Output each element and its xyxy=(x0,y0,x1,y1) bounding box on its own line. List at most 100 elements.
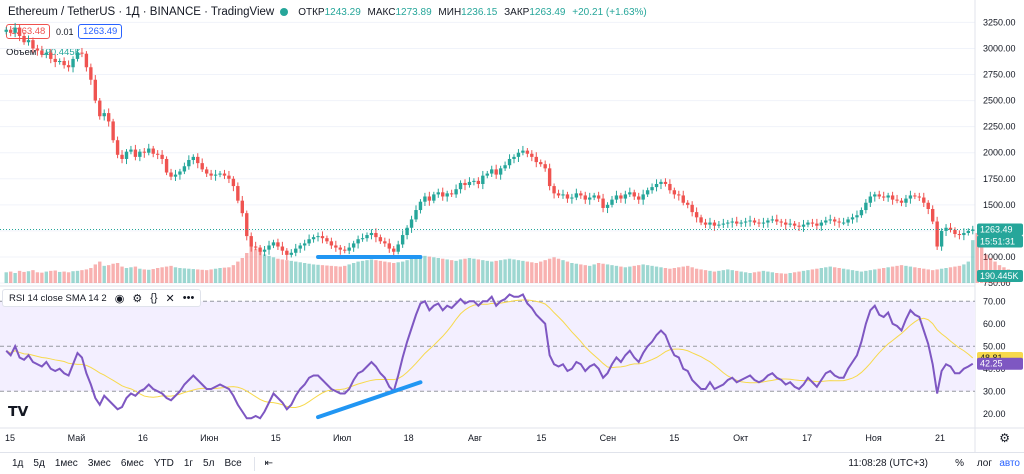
volume-bar xyxy=(245,253,249,283)
candle-body xyxy=(730,221,734,223)
volume-bar xyxy=(369,259,374,283)
ask-price-button[interactable]: 1263.49 xyxy=(78,24,123,39)
volume-bar xyxy=(400,261,405,283)
range-5y[interactable]: 5л xyxy=(203,458,215,469)
date-range-icon[interactable]: ⇤ xyxy=(264,458,274,469)
candle-body xyxy=(449,193,454,195)
candle-body xyxy=(886,195,890,198)
candle-body xyxy=(930,208,935,222)
candle-body xyxy=(735,221,739,224)
volume-bar xyxy=(124,268,129,283)
volume-bar xyxy=(614,265,619,283)
candle-body xyxy=(953,229,957,235)
range-1d[interactable]: 1д xyxy=(12,458,24,469)
braces-icon[interactable]: {} xyxy=(150,292,158,304)
volume-bar xyxy=(855,270,859,283)
volume-bar xyxy=(66,272,71,283)
candle-body xyxy=(49,52,53,59)
low-label: МИН xyxy=(438,6,462,18)
candle-body xyxy=(106,113,111,122)
volume-bar xyxy=(721,270,726,283)
volume-bar xyxy=(432,257,436,283)
symbol-title[interactable]: Ethereum / TetherUS · 1Д · BINANCE · Tra… xyxy=(8,6,275,18)
candle-body xyxy=(231,178,236,187)
tradingview-logo-icon[interactable]: 𝗧𝗩 xyxy=(8,403,29,419)
candle-body xyxy=(868,196,873,203)
candle-body xyxy=(628,192,632,195)
candle-body xyxy=(957,234,962,236)
chart-settings-gear-icon[interactable]: ⚙ xyxy=(999,431,1010,445)
candle-body xyxy=(285,250,289,255)
volume-bar xyxy=(17,270,22,283)
range-all[interactable]: Все xyxy=(224,458,242,469)
candle-body xyxy=(775,219,779,222)
auto-scale-toggle[interactable]: авто xyxy=(999,458,1020,469)
chart-canvas[interactable]: 3250.00 3000.00 2750.00 2500.00 2250.00 2000.… xyxy=(0,0,1024,452)
volume-bar xyxy=(757,271,761,283)
volume-bar xyxy=(877,268,881,283)
volume-bar xyxy=(752,272,757,283)
gear-icon[interactable]: ⚙ xyxy=(132,292,143,305)
volume-bar xyxy=(619,266,623,283)
candle-body xyxy=(458,182,463,190)
candle-body xyxy=(325,238,329,242)
candle-body xyxy=(570,197,574,199)
volume-bar xyxy=(565,261,570,283)
volume-bar xyxy=(35,272,40,283)
candle-body xyxy=(592,195,596,198)
range-3m[interactable]: 3мес xyxy=(87,458,111,469)
range-1y[interactable]: 1г xyxy=(183,458,194,469)
volume-bar xyxy=(574,263,579,283)
volume-bar xyxy=(57,271,62,283)
candle-body xyxy=(623,194,628,199)
candle-body xyxy=(213,174,218,176)
market-status-icon xyxy=(280,8,289,16)
candle-body xyxy=(498,168,503,175)
clock[interactable]: 11:08:28 (UTC+3) xyxy=(848,458,928,469)
log-toggle[interactable]: лог xyxy=(976,458,992,469)
range-1m[interactable]: 1мес xyxy=(54,458,78,469)
volume-bar xyxy=(864,270,868,283)
volume-bar xyxy=(824,267,828,283)
volume-bar xyxy=(659,267,663,283)
candle-body xyxy=(173,174,178,177)
range-ytd[interactable]: YTD xyxy=(153,458,174,469)
volume-bar xyxy=(445,259,449,283)
volume-bar xyxy=(521,260,525,283)
price-tick-label: 750.00 xyxy=(983,278,1011,288)
range-6m[interactable]: 6мес xyxy=(120,458,144,469)
more-icon[interactable]: ••• xyxy=(182,292,195,304)
volume-bar xyxy=(262,254,267,283)
volume-bar xyxy=(311,264,316,283)
volume-bar xyxy=(472,258,476,283)
candle-body xyxy=(227,175,231,179)
range-5d[interactable]: 5д xyxy=(33,458,45,469)
volume-bar xyxy=(187,268,191,283)
candle-body xyxy=(441,192,445,197)
eye-icon[interactable]: ◉ xyxy=(114,292,125,305)
volume-bar xyxy=(663,268,668,283)
candle-body xyxy=(663,181,668,184)
candle-body xyxy=(93,79,98,101)
close-icon[interactable]: ✕ xyxy=(165,292,175,305)
volume-bar xyxy=(8,271,13,283)
volume-bar xyxy=(418,256,423,283)
candle-body xyxy=(877,194,881,197)
candle-body xyxy=(806,222,810,225)
candle-body xyxy=(343,249,347,251)
candle-body xyxy=(35,48,40,51)
time-tick-label: Июл xyxy=(333,433,351,443)
volume-bar xyxy=(84,269,89,283)
volume-bar xyxy=(770,272,775,283)
volume-bar xyxy=(423,255,427,283)
percent-toggle[interactable]: % xyxy=(955,458,964,469)
time-tick-label: 15 xyxy=(536,433,546,443)
candle-body xyxy=(583,195,587,200)
volume-bar xyxy=(298,262,302,283)
candle-body xyxy=(966,230,971,233)
volume-bar xyxy=(289,260,293,283)
candle-body xyxy=(26,40,31,43)
volume-bar xyxy=(913,267,917,283)
volume-bar xyxy=(637,265,641,283)
candle-body xyxy=(873,194,877,197)
